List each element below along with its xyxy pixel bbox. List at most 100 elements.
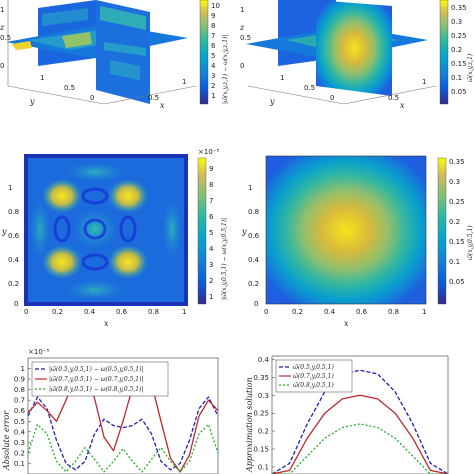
p2-ylabel: y [269,97,275,106]
p6-series-2-line [271,394,449,474]
p4-ytick-6: 0 [254,300,258,308]
p1-cb-tick-9: 2 [211,82,215,90]
p5-ytick-10: 0.1 [14,460,25,468]
p1-ztick-3: 0 [0,62,4,70]
p5-ytick-2: 0.9 [14,376,25,384]
p3-xtick-4: 0.6 [116,308,128,316]
p4-cb-tick-3: 0.25 [449,198,465,206]
p5-scale: ×10⁻⁵ [28,348,49,356]
p5-series-1-line [27,396,219,471]
p4-ytick-2: 0.8 [248,208,259,216]
p2-cb-tick-7: 0.05 [451,88,467,96]
slice-stripe-2 [104,42,146,56]
p1-xtick-2: 1 [182,78,186,86]
p1-cb-tick-8: 3 [211,72,215,80]
p3-colorbar [197,157,207,305]
p6-ytick-6: 0.15 [253,445,269,453]
p1-ytick-1: 1 [40,74,44,82]
p5-lines [27,368,219,473]
p1-cb-tick-5: 6 [211,42,216,50]
p6-legend-3: ω̃(0.8,y,0.5,1) [293,382,334,389]
p4-heatmap [266,156,426,304]
p6-ytick-2: 0.35 [253,374,269,382]
p1-cb-tick-2: 9 [211,12,215,20]
p3-cb-tick-5: 5 [209,229,213,237]
p2-xtick-1: 0.5 [388,94,399,102]
p5-ytick-4: 0.7 [14,397,25,405]
p2-colorbar-label: ω̃(x,y,z,1) [467,53,474,82]
p3-cb-tick-3: 7 [209,197,213,205]
p4-xtick-3: 0.4 [324,308,336,316]
p3-xtick-3: 0.4 [84,308,96,316]
p2-cb-tick-1: 0.35 [451,4,467,12]
p2-cb-tick-2: 0.3 [451,18,462,26]
p3-cb-tick-8: 2 [209,277,213,285]
p5-ylabel: Absolute error [2,410,11,471]
p2-cb-tick-6: 0.1 [451,74,462,82]
p2-ztick-2: 0.5 [240,34,251,42]
p2-cb-tick-3: 0.25 [451,32,467,40]
panel-3 [24,154,188,306]
p2-xtick-2: 1 [422,78,426,86]
p2-ytick-3: 0 [330,94,334,102]
p3-ytick-4: 0.4 [8,256,20,264]
p5-ytick-9: 0.2 [14,449,25,457]
p6-ytick-1: 0.4 [258,356,270,364]
p1-ytick-2: 0.5 [64,84,75,92]
p3-ytick-3: 0.6 [8,232,20,240]
p4-cb-tick-2: 0.3 [449,178,460,186]
p1-cb-tick-6: 5 [211,52,215,60]
p5-ytick-5: 0.6 [14,407,26,415]
p4-xtick-5: 0.8 [388,308,399,316]
p4-cb-tick-6: 0.1 [449,258,460,266]
p6-ylabel: Approximation solution [245,377,254,473]
p3-ytick-1: 1 [8,184,12,192]
p3-ylabel: y [1,227,7,236]
p4-colorbar [437,157,447,305]
p4-colorbar-label: ω̃(x,y,0.5,1) [467,225,474,260]
p4-cb-tick-1: 0.35 [449,158,465,166]
p3-xtick-5: 0.8 [148,308,159,316]
p6-ytick-4: 0.25 [253,410,269,418]
p3-colorbar-ticks: 9 8 7 6 5 4 3 2 1 [209,165,214,301]
p4-ytick-1: 1 [248,184,252,192]
p1-zlabel: z [0,23,5,32]
p2-ztick-3: 0 [240,62,244,70]
slice-stripe-4 [12,41,32,50]
p6-legend-2: ω̃(0.7,y,0.5,1) [293,373,334,380]
p4-ytick-4: 0.4 [248,256,260,264]
p1-cb-tick-7: 4 [211,62,216,70]
p4-cb-tick-4: 0.2 [449,218,460,226]
panel-4 [265,155,427,305]
p3-cb-tick-4: 6 [209,213,214,221]
p3-cb-tick-6: 4 [209,245,214,253]
p1-ylabel: y [29,97,35,106]
p1-ztick-1: 1 [0,6,4,14]
p3-cb-tick-7: 3 [209,261,213,269]
p5-legend-2: |ω̃(0.7,y,0.5,1) − ω(0.7,y,0.5,1)| [49,376,143,383]
p1-ytick-3: 0 [90,94,94,102]
p6-yticks: 0.4 0.35 0.3 0.25 0.2 0.15 0.1 [253,356,275,471]
p4-xtick-1: 0 [264,308,268,316]
p1-colorbar-label: |ω̃(x,y,z,1) − ω(x,y,z,1)| [222,35,229,104]
p1-cb-tick-10: 1 [211,92,215,100]
p3-xtick-1: 0 [24,308,28,316]
slice-stripe-6 [42,8,88,26]
p4-xtick-6: 1 [422,308,426,316]
p2-colorbar [439,0,449,105]
p4-ylabel: y [241,227,247,236]
p3-cb-tick-9: 1 [209,293,213,301]
panel-5: 1 0.9 0.8 0.7 0.6 0.5 0.4 0.3 0.2 0.1 ×10⁻⁵ Absol… [2,348,219,474]
p2-slice-vertical-front [316,0,392,96]
p3-xlabel: x [104,319,109,328]
p2-cb-tick-4: 0.2 [451,46,462,54]
p5-series-3-line [27,423,219,473]
p5-ytick-1: 1 [21,365,25,373]
p5-legend-1: |ω̃(0.5,y,0.5,1) − ω(0.5,y,0.5,1)| [49,366,143,373]
p3-ytick-5: 0.2 [8,280,19,288]
p1-xlabel: x [160,101,165,110]
p4-colorbar-ticks: 0.35 0.3 0.25 0.2 0.15 0.1 0.05 [449,158,465,286]
panel-2 [246,0,437,105]
p4-cb-tick-5: 0.15 [449,238,465,246]
p3-ytick-2: 0.8 [8,208,19,216]
